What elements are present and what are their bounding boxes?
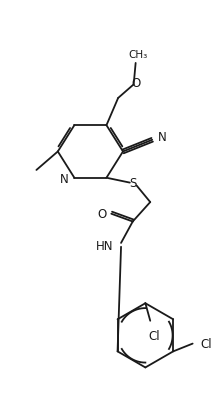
Text: Cl: Cl: [200, 337, 212, 350]
Text: O: O: [97, 208, 106, 221]
Text: S: S: [129, 177, 136, 190]
Text: CH₃: CH₃: [128, 50, 147, 60]
Text: N: N: [158, 131, 167, 144]
Text: N: N: [60, 173, 69, 186]
Text: Cl: Cl: [148, 329, 160, 342]
Text: HN: HN: [96, 240, 113, 253]
Text: O: O: [131, 77, 140, 90]
